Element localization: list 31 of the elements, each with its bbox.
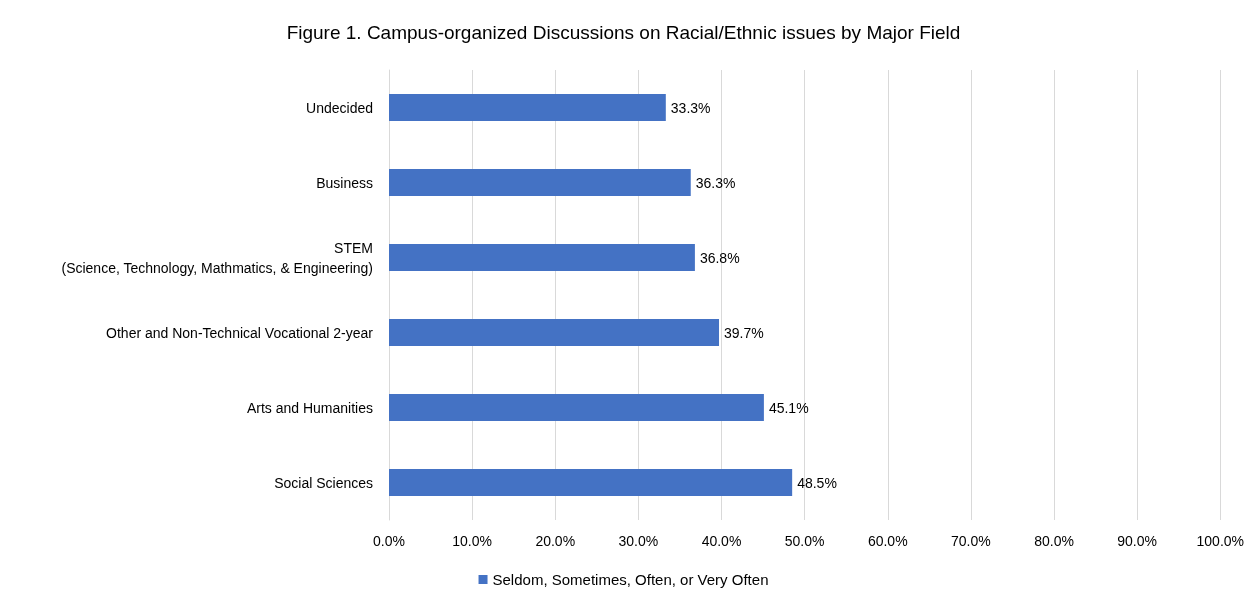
y-tick-label: Undecided	[306, 99, 373, 116]
x-tick-label: 0.0%	[373, 533, 405, 549]
x-tick-label: 80.0%	[1034, 533, 1074, 549]
bar	[389, 319, 720, 346]
bar	[389, 394, 764, 421]
data-label: 36.8%	[699, 249, 740, 266]
data-label: 39.7%	[724, 324, 764, 341]
x-tick-label: 40.0%	[701, 533, 742, 549]
data-label: 45.1%	[768, 399, 809, 416]
data-label: 48.5%	[797, 474, 837, 491]
x-tick-label: 30.0%	[618, 533, 659, 549]
x-tick-label: 100.0%	[1196, 533, 1244, 549]
chart-title: Figure 1. Campus-organized Discussions on Racial/Ethnic issues by Major Field	[286, 22, 961, 43]
bar	[389, 469, 793, 496]
data-label: 33.3%	[670, 99, 711, 116]
y-tick-label: Business	[316, 174, 373, 191]
legend-label: Seldom, Sometimes, Often, or Very Often	[492, 571, 769, 588]
bar	[389, 94, 666, 121]
y-tick-label: STEM (Science, Technology, Mathmatics, & Engineering)	[61, 239, 373, 276]
x-tick-label: 70.0%	[951, 533, 991, 549]
x-tick-label: 60.0%	[867, 533, 908, 549]
x-tick-label: 10.0%	[452, 533, 492, 549]
bar	[389, 244, 695, 271]
y-tick-label: Other and Non-Technical Vocational 2-year	[106, 324, 374, 341]
x-tick-label: 50.0%	[784, 533, 825, 549]
bar	[389, 169, 691, 196]
data-label: 36.3%	[695, 174, 736, 191]
y-tick-label: Social Sciences	[274, 474, 373, 491]
y-tick-label: Arts and Humanities	[246, 399, 373, 416]
x-tick-label: 20.0%	[535, 533, 576, 549]
x-tick-label: 90.0%	[1117, 533, 1157, 549]
